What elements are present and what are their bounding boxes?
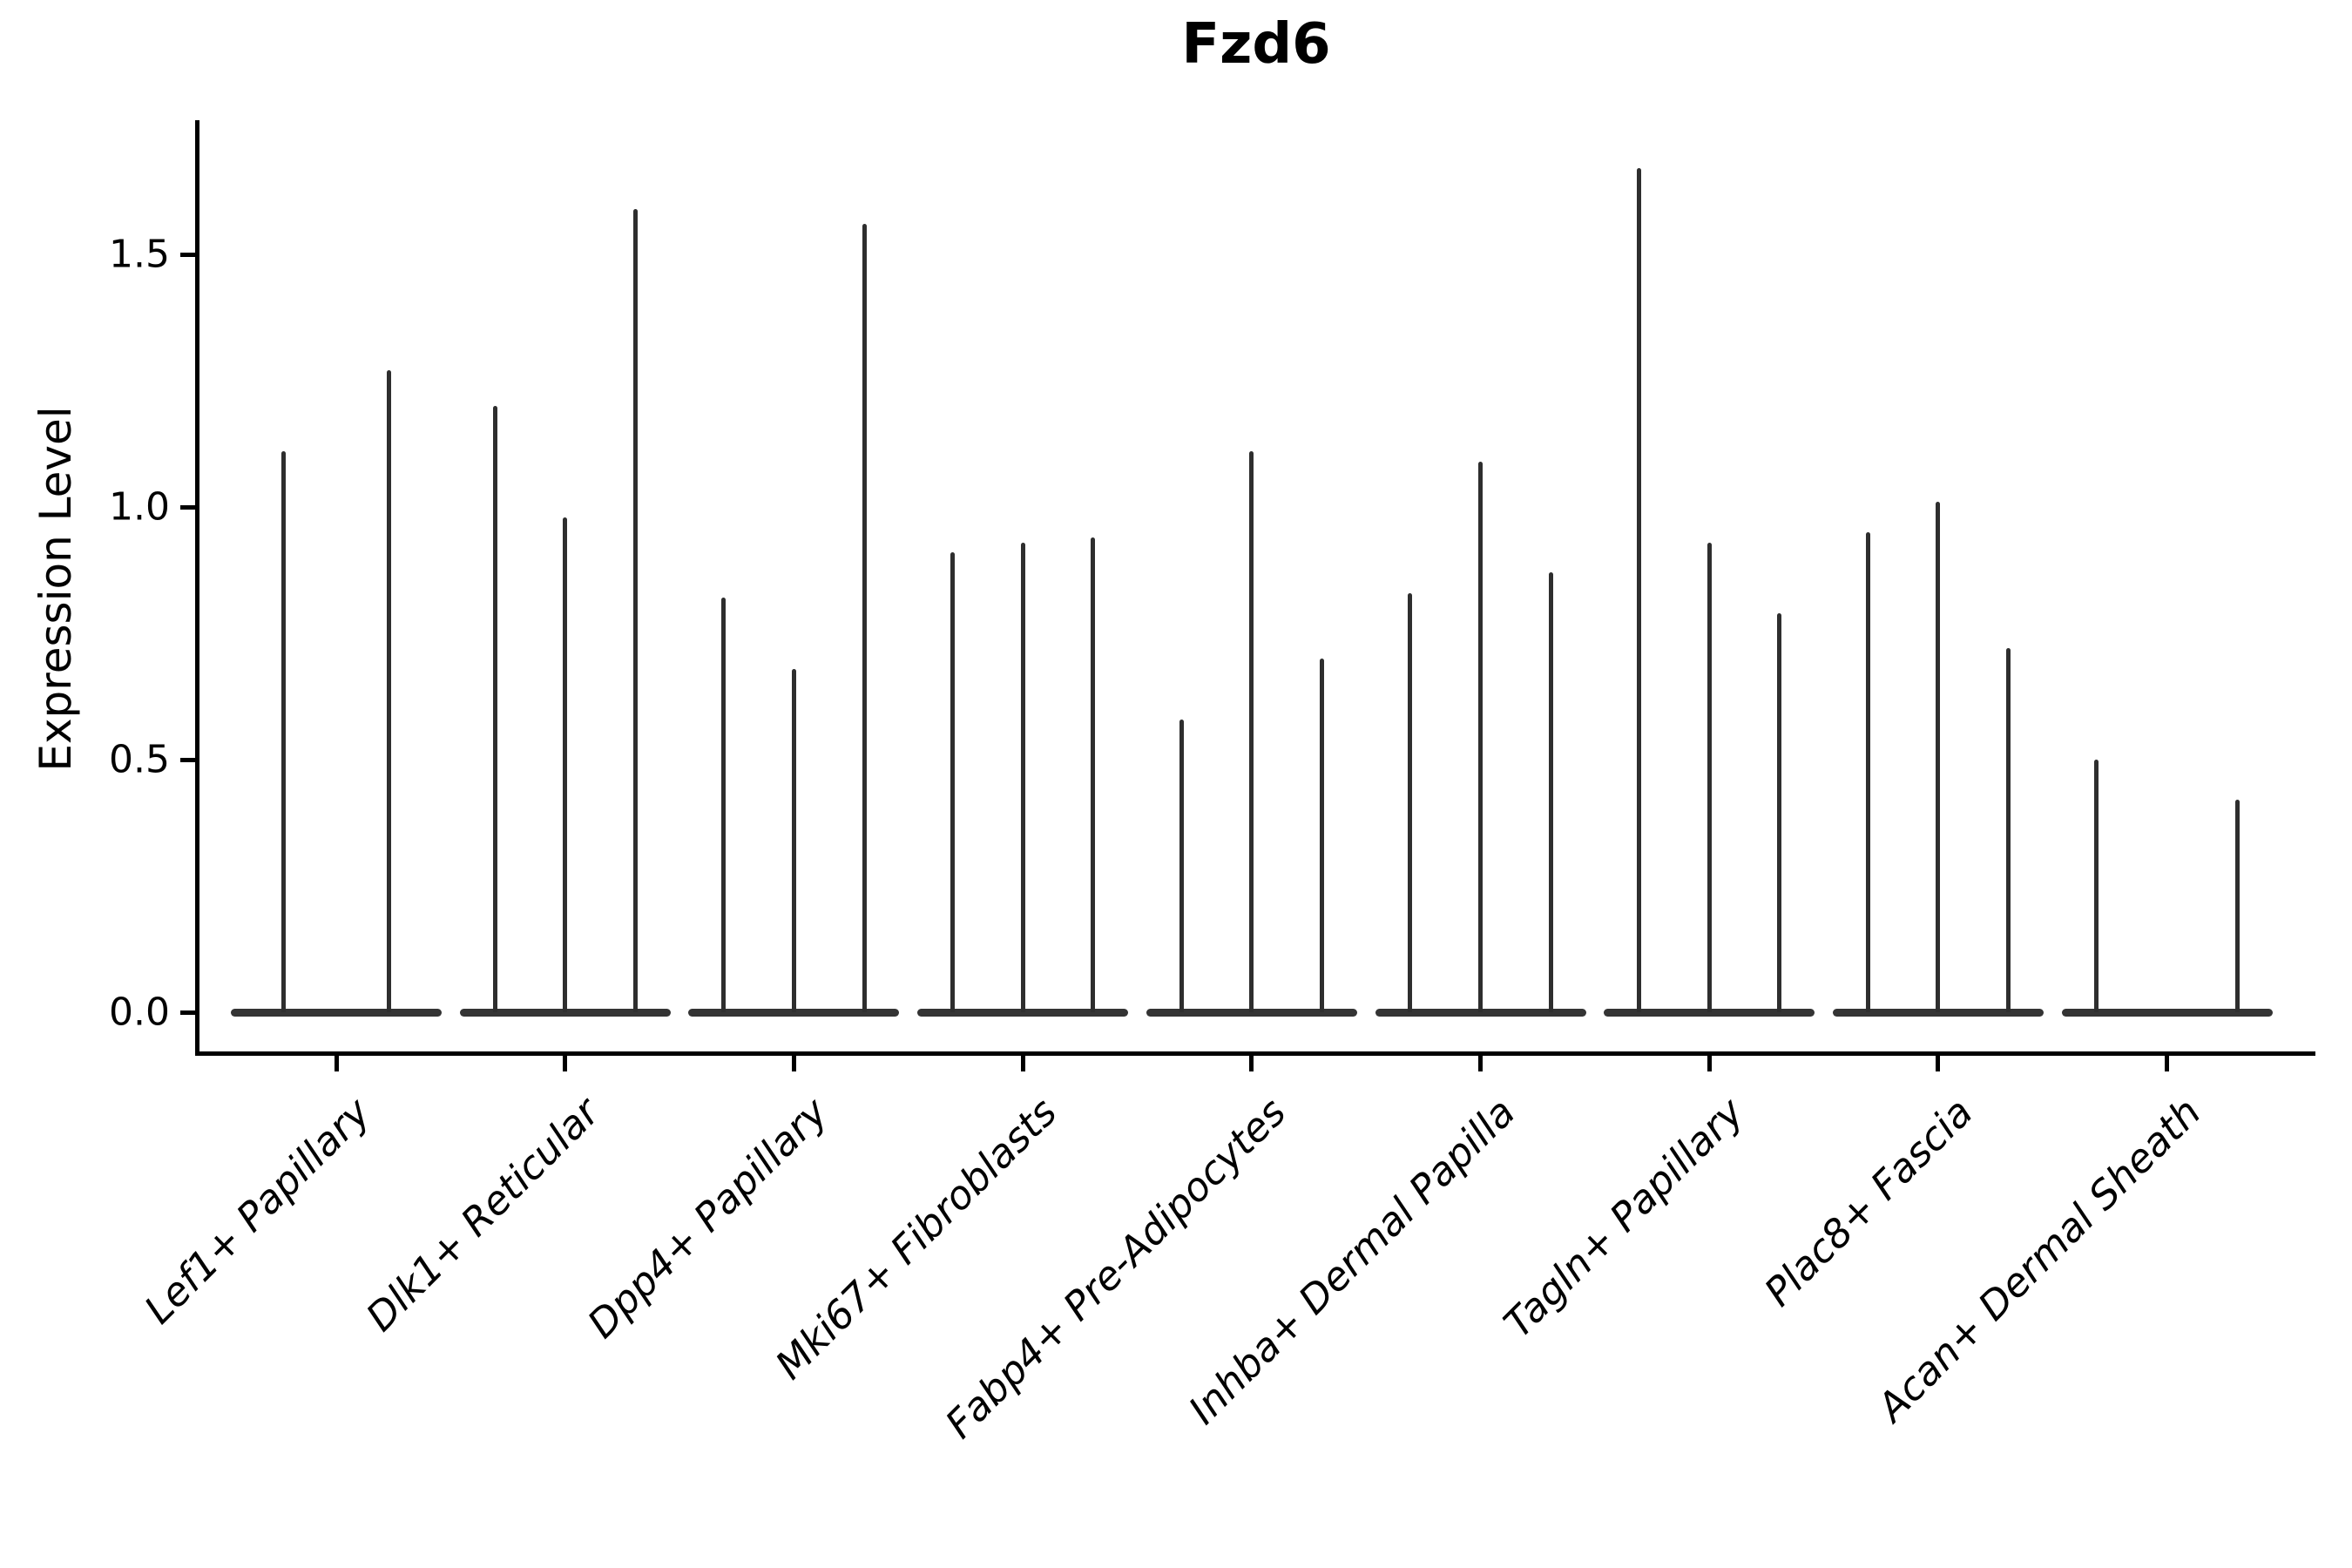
violin-base — [1604, 1008, 1815, 1017]
violin-spike — [2006, 648, 2011, 1012]
violin-spike — [721, 598, 727, 1012]
x-axis-line — [195, 1051, 2315, 1056]
violin-spike — [950, 552, 955, 1012]
violin-spike — [1637, 168, 1642, 1012]
x-tick-mark — [1478, 1056, 1483, 1071]
x-tick-mark — [1020, 1056, 1025, 1071]
violin-base — [1146, 1008, 1357, 1017]
chart-title: Fzd6 — [1181, 12, 1331, 77]
x-tick-label: Plac8+ Fascia — [1754, 1089, 1982, 1315]
x-tick-mark — [2165, 1056, 2170, 1071]
violin-base — [1832, 1008, 2044, 1017]
y-tick-label: 1.5 — [109, 232, 170, 277]
violin-base — [459, 1008, 671, 1017]
violin-spike — [632, 208, 638, 1012]
violin-spike — [1091, 537, 1096, 1012]
violin-spike — [2094, 760, 2099, 1012]
x-tick-mark — [563, 1056, 568, 1071]
y-tick-label: 1.0 — [109, 484, 170, 530]
x-tick-mark — [791, 1056, 796, 1071]
y-tick-mark — [180, 504, 196, 510]
y-tick-label: 0.0 — [109, 990, 170, 1035]
violin-base — [231, 1008, 442, 1017]
violin-spike — [862, 224, 867, 1012]
violin-spike — [1936, 502, 1941, 1012]
violin-spike — [2234, 800, 2240, 1012]
violin-base — [688, 1008, 900, 1017]
violin-spike — [1179, 719, 1184, 1012]
y-tick-mark — [180, 252, 196, 257]
violin-spike — [1865, 532, 1870, 1012]
violin-spike — [563, 517, 568, 1012]
violin-spike — [1319, 659, 1324, 1012]
x-tick-label: Lef1+ Papillary — [135, 1089, 380, 1333]
violin-spike — [1408, 592, 1413, 1012]
x-tick-label: Dpp4+ Papillary — [578, 1089, 837, 1348]
violin-spike — [1249, 451, 1254, 1012]
violin-base — [1375, 1008, 1586, 1017]
x-tick-mark — [1249, 1056, 1254, 1071]
y-tick-mark — [180, 757, 196, 762]
x-tick-label: Dlk1+ Reticular — [356, 1089, 609, 1341]
violin-base — [2061, 1008, 2273, 1017]
violin-spike — [791, 668, 796, 1012]
violin-spike — [1777, 612, 1782, 1012]
y-tick-label: 0.5 — [109, 737, 170, 782]
violin-spike — [1548, 572, 1553, 1012]
violin-spike — [1707, 542, 1712, 1012]
x-tick-mark — [334, 1056, 339, 1071]
x-tick-mark — [1936, 1056, 1941, 1071]
x-tick-mark — [1707, 1056, 1712, 1071]
y-axis-label: Expression Level — [30, 406, 81, 772]
violin-base — [917, 1008, 1129, 1017]
y-axis-line — [195, 120, 199, 1056]
violin-spike — [1478, 461, 1483, 1012]
x-tick-label: Tagln+ Papillary — [1494, 1089, 1753, 1347]
violin-spike — [387, 370, 391, 1012]
violin-spike — [1020, 542, 1025, 1012]
violin-spike — [281, 451, 286, 1012]
y-tick-mark — [180, 1010, 196, 1015]
violin-spike — [492, 406, 497, 1012]
